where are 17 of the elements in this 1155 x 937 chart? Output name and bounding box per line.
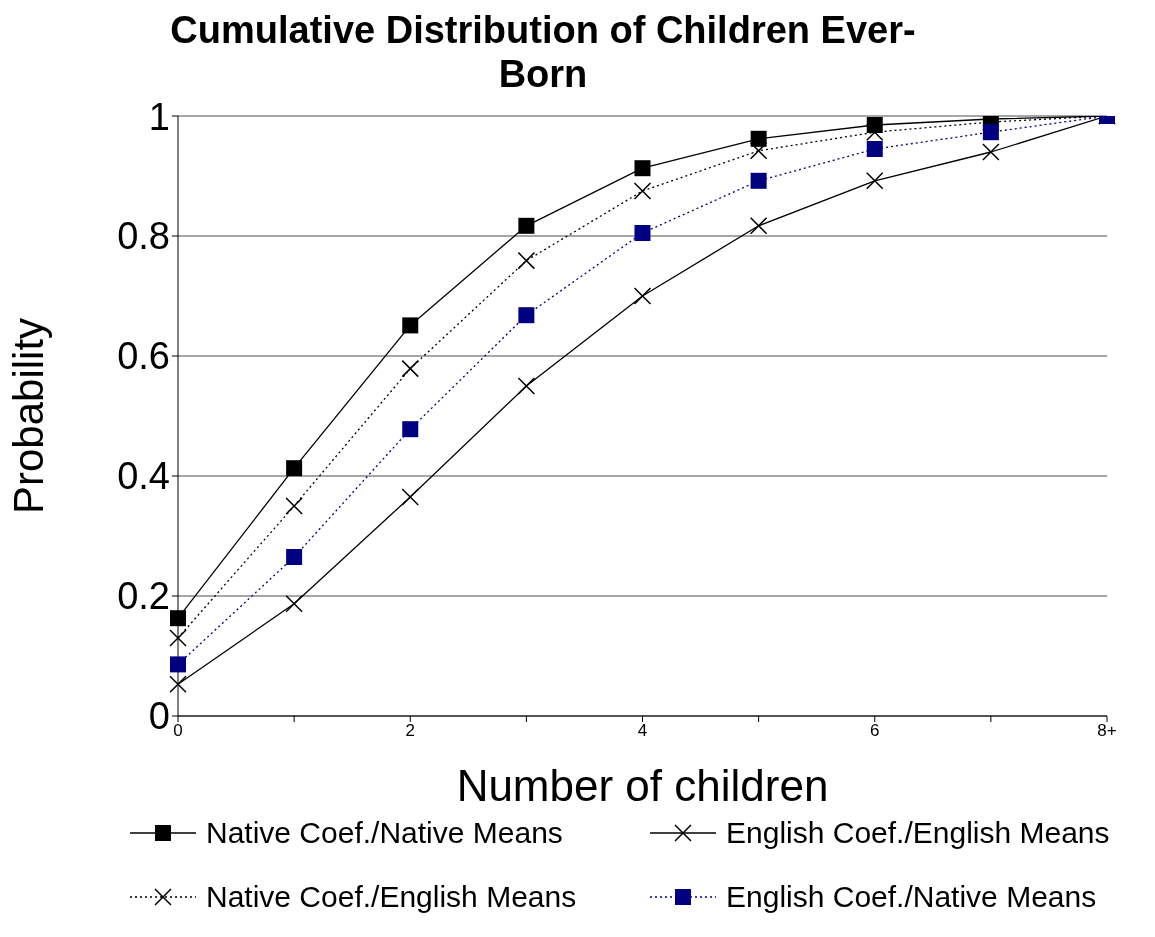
legend-label: English Coef./English Means — [726, 816, 1110, 850]
y-tick-label: 1 — [148, 95, 170, 138]
y-tick-label: 0.8 — [117, 215, 170, 258]
x-tick-label: 4 — [637, 721, 648, 741]
legend-label: English Coef./Native Means — [726, 880, 1097, 914]
legend-label: Native Coef./Native Means — [206, 816, 563, 850]
y-tick-label: 0.2 — [117, 575, 170, 618]
x-tick-label: 2 — [405, 721, 415, 741]
x-axis-title: Number of children — [456, 761, 829, 810]
y-tick-label: 0.4 — [117, 455, 170, 498]
legend-label: Native Coef./English Means — [206, 880, 577, 914]
x-tick-label: 6 — [870, 721, 880, 741]
chart-title: Cumulative Distribution of Children Ever-Born — [169, 8, 917, 96]
y-tick-label: 0.6 — [117, 335, 170, 378]
y-axis-title: Probability — [4, 317, 52, 515]
x-tick-label: 0 — [173, 721, 183, 741]
x-tick-label: 8+ — [1097, 721, 1117, 741]
